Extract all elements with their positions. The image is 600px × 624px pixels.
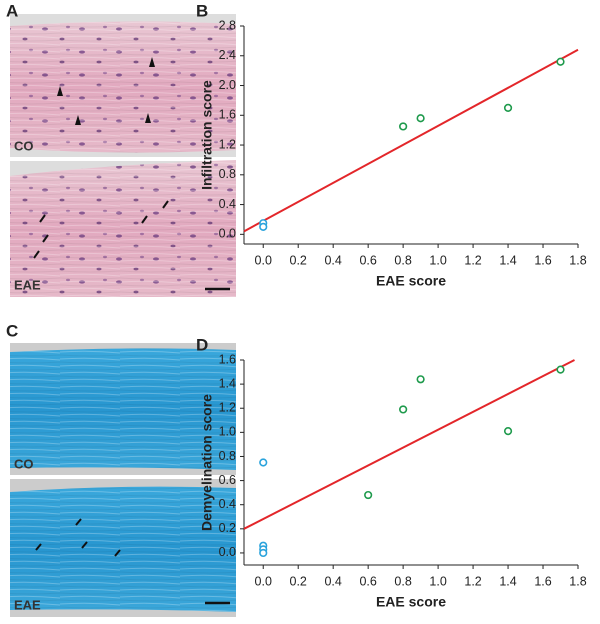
y-axis-label: Infiltration score [199,80,215,190]
x-tick-label: 1.0 [429,574,446,588]
point [364,490,373,500]
x-tick-label: 0.0 [255,253,272,267]
x-tick-label: 0.2 [290,253,307,267]
x-tick-label: 1.8 [569,253,586,267]
y-tick-label: 1.4 [219,376,236,390]
point [259,458,268,467]
y-tick-label: 0.6 [219,473,236,487]
x-axis-label: EAE score [376,273,446,289]
x-tick-label: 1.8 [569,574,586,588]
x-tick-label: 0.2 [290,574,307,588]
y-tick-label: 0.4 [219,497,236,511]
image-label: CO [14,456,34,471]
point [259,548,268,558]
point [503,103,513,112]
fit-line [243,359,575,530]
y-tick-label: 0.4 [219,197,236,211]
y-tick-label: 1.0 [219,425,236,439]
x-tick-label: 0.4 [324,253,341,267]
arrowheads [57,57,155,125]
point [503,427,513,436]
image-label: EAE [14,277,41,292]
x-tick-label: 1.0 [429,253,446,267]
x-tick-label: 0.6 [359,253,376,267]
fibers [10,348,236,470]
x-tick-label: 0.6 [359,574,376,588]
panel-label: A [6,1,18,20]
point [416,114,425,123]
x-tick-label: 1.2 [464,253,481,267]
point [399,405,408,414]
panel-a-images [10,14,236,297]
panel-label: C [6,321,18,340]
x-tick-label: 0.0 [255,574,272,588]
y-tick-label: 1.6 [219,352,236,366]
point [556,57,565,66]
y-tick-label: 2.4 [219,48,236,62]
y-tick-label: 2.8 [219,18,236,32]
x-tick-label: 1.4 [499,574,516,588]
x-tick-label: 0.4 [324,574,341,588]
fibers [10,160,236,297]
y-tick-label: 0.0 [219,545,236,559]
x-tick-label: 0.8 [394,253,411,267]
fibers [10,486,236,612]
panel-label: D [196,335,208,354]
y-tick-label: 1.6 [219,108,236,122]
image-label: EAE [14,597,41,612]
y-tick-label: 1.2 [219,137,236,151]
y-tick-label: 0.0 [219,227,236,241]
y-tick-label: 0.2 [219,521,236,535]
x-axis-label: EAE score [376,594,446,610]
arrows [35,518,121,557]
y-tick-label: 2.0 [219,78,236,92]
y-tick-label: 1.2 [219,401,236,415]
y-axis-label: Demyelination score [199,394,215,531]
point [556,365,565,374]
point [259,222,268,231]
x-tick-label: 1.6 [534,574,551,588]
y-tick-label: 0.8 [219,449,236,463]
arrows [33,200,169,259]
panel-c-images [10,343,236,617]
fibers [10,21,236,153]
point [399,122,408,131]
panel-label: B [196,1,208,20]
point [416,375,425,384]
x-tick-label: 0.8 [394,574,411,588]
y-tick-label: 0.8 [219,167,236,181]
image-label: CO [14,138,34,153]
x-tick-label: 1.6 [534,253,551,267]
x-tick-label: 1.4 [499,253,516,267]
x-tick-label: 1.2 [464,574,481,588]
fit-line [243,48,579,233]
